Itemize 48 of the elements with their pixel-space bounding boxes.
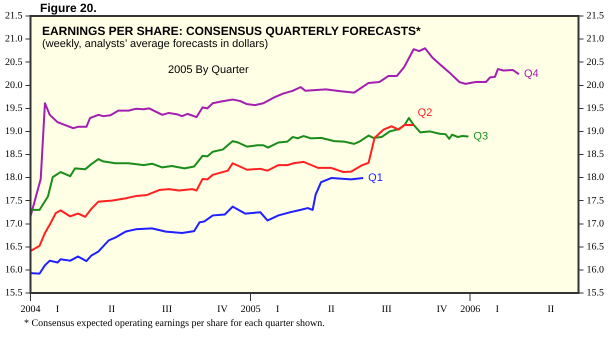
text: (weekly, analysts’ average forecasts in dollars) — [42, 38, 270, 50]
y-tick-label: 16.5 — [5, 241, 22, 252]
y2-tick-label: 17.0 — [586, 218, 604, 230]
y-tick-label: 21.5 — [5, 10, 22, 22]
y-tick-label: 18.5 — [5, 149, 22, 160]
y2-tick-label: 15.5 — [586, 288, 604, 299]
y-tick-label: 18.0 — [5, 172, 22, 184]
y-tick-label: 15.5 — [5, 288, 22, 299]
y2-tick-label: 16.0 — [586, 264, 604, 276]
text: * Consensus expected operating earnings per share for each quarter shown. — [24, 318, 325, 329]
x-tick-label: I — [56, 304, 60, 316]
series-label: Q4 — [524, 68, 539, 80]
caption: Figure 20. — [40, 1, 97, 15]
series-label: Q3 — [473, 130, 488, 143]
x-tick-label: IV — [217, 304, 228, 316]
x-tick-label: I — [276, 304, 280, 316]
y2-tick-label: 16.5 — [586, 241, 604, 252]
x-tick-label: 2006 — [460, 304, 480, 316]
y2-tick-label: 19.0 — [586, 126, 604, 138]
y2-tick-label: 18.5 — [586, 149, 604, 160]
y2-tick-label: 21.5 — [586, 10, 604, 22]
x-tick-label: III — [162, 304, 172, 316]
y-tick-label: 19.0 — [5, 126, 22, 138]
y-tick-label: 19.5 — [5, 102, 22, 114]
y2-tick-label: 21.0 — [586, 34, 604, 45]
x-tick-label: 2004 — [20, 304, 40, 316]
y-tick-label: 17.0 — [5, 218, 22, 230]
y-tick-label: 20.0 — [5, 80, 22, 91]
y2-tick-label: 20.0 — [586, 80, 604, 91]
y2-tick-label: 20.5 — [586, 56, 604, 68]
y-tick-label: 16.0 — [5, 264, 22, 276]
x-tick-label: II — [328, 304, 335, 316]
x-tick-label: I — [496, 304, 499, 316]
y-tick-label: 20.5 — [5, 56, 22, 68]
x-tick-label: II — [108, 304, 116, 316]
y-tick-label: 21.0 — [5, 34, 22, 45]
series-label: Q2 — [418, 106, 432, 119]
y2-tick-label: 17.5 — [586, 195, 604, 206]
y2-tick-label: 19.5 — [586, 102, 604, 114]
y-tick-label: 17.5 — [5, 195, 22, 206]
x-tick-label: II — [547, 304, 554, 316]
x-tick-label: IV — [436, 304, 448, 316]
x-tick-label: 2005 — [240, 304, 261, 316]
text: EARNINGS PER SHARE: CONSENSUS QUARTERLY FORECASTS* — [42, 24, 421, 38]
annotation: 2005 By Quarter — [168, 64, 249, 76]
series-label: Q1 — [368, 172, 383, 184]
x-tick-label: III — [382, 304, 392, 316]
y2-tick-label: 18.0 — [586, 172, 604, 184]
